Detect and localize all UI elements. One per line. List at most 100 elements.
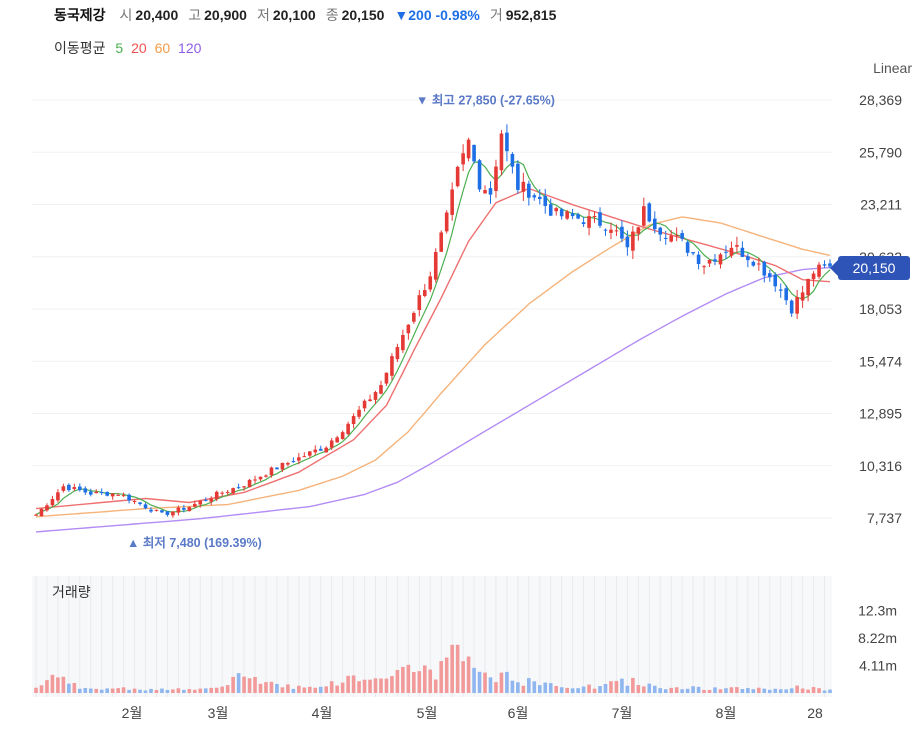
candle-body	[691, 252, 695, 254]
candle-body	[494, 166, 498, 191]
volume-bar	[247, 678, 252, 693]
candle-body	[384, 372, 389, 384]
candle-body	[800, 292, 805, 301]
candle-body	[455, 166, 460, 187]
candle-body	[127, 494, 131, 501]
price-tick-label: 18,053	[859, 301, 902, 317]
candle-body	[789, 300, 794, 314]
volume-bar	[187, 689, 192, 693]
candle-body	[176, 507, 181, 513]
ma-legend-5[interactable]: 5	[115, 40, 124, 56]
candle-body	[521, 181, 526, 192]
volume-bar	[762, 688, 767, 693]
candle-body	[149, 509, 153, 512]
candle-body	[313, 449, 318, 453]
volume-bar	[72, 682, 77, 693]
current-price-tag: 20,150	[830, 256, 910, 280]
change-value: ▼200 -0.98%	[394, 7, 480, 23]
candle-body	[258, 476, 263, 480]
candle-body	[422, 290, 427, 297]
time-tick-label: 28	[807, 705, 823, 721]
volume-bar	[729, 687, 734, 693]
candle-body	[587, 216, 591, 228]
price-tick-label: 28,369	[859, 92, 902, 108]
candle-body	[806, 278, 810, 296]
candle-body	[532, 195, 537, 198]
ma-legend-20[interactable]: 20	[131, 40, 147, 56]
volume-bar	[543, 682, 548, 693]
scale-type-toggle[interactable]: Linear	[873, 60, 912, 76]
candle-body	[685, 242, 690, 253]
volume-bar	[817, 688, 821, 693]
candle-body	[335, 437, 339, 443]
price-tick-label: 10,316	[859, 458, 902, 474]
ma-legend-120[interactable]: 120	[178, 40, 202, 56]
candle-body	[247, 479, 252, 488]
candle-body	[647, 203, 652, 222]
volume-bar	[702, 689, 706, 693]
candle-body	[746, 256, 750, 261]
candle-body	[735, 245, 739, 247]
candle-body	[269, 467, 274, 476]
ma20-line	[35, 187, 831, 510]
candle-body	[379, 385, 383, 394]
volume-bar	[214, 687, 219, 693]
volume-bar	[828, 689, 832, 693]
volume-bar	[313, 687, 318, 693]
volume-bar	[373, 678, 378, 693]
ma120-line	[35, 266, 831, 533]
volume-bar	[751, 689, 756, 693]
candle-body	[203, 499, 208, 501]
volume-bar	[99, 689, 104, 693]
volume-bar	[220, 686, 224, 693]
volume-bar	[182, 689, 186, 693]
volume-bar	[165, 689, 170, 693]
volume-bar	[110, 688, 115, 693]
volume-bar	[379, 678, 383, 693]
candle-body	[740, 247, 745, 257]
candle-body	[565, 211, 569, 219]
candle-body	[406, 324, 411, 334]
volume-bar	[652, 685, 657, 693]
volume-bar	[428, 669, 433, 693]
volume-tick-label: 8.22m	[858, 630, 897, 646]
volume-bar	[609, 681, 613, 693]
volume-bar	[735, 687, 739, 693]
candle-body	[340, 432, 345, 440]
volume-bar	[663, 689, 668, 693]
candle-body	[461, 153, 465, 165]
ma-legend-60[interactable]: 60	[154, 40, 171, 56]
volume-bars	[34, 644, 832, 693]
candle-body	[767, 273, 772, 278]
candle-body	[171, 511, 175, 516]
candle-body	[548, 204, 553, 216]
volume-bar	[598, 686, 602, 693]
candle-body	[83, 488, 88, 493]
volume-axis-labels: 12.3m 8.22m 4.11m	[858, 603, 897, 674]
candle-body	[428, 276, 433, 290]
candle-body	[209, 498, 214, 502]
candle-body	[50, 499, 55, 506]
volume-bar	[800, 688, 805, 693]
candle-body	[576, 214, 580, 219]
volume-bar	[253, 676, 257, 693]
volume-bar	[647, 683, 652, 693]
candle-body	[614, 230, 619, 232]
volume-bar	[680, 689, 684, 693]
volume-bar	[143, 690, 148, 693]
candle-body	[39, 508, 44, 517]
candle-body	[598, 212, 602, 226]
volume-bar	[193, 689, 197, 693]
price-tick-label: 15,474	[859, 353, 902, 369]
time-tick-label: 3월	[208, 705, 229, 721]
volume-bar	[329, 681, 334, 693]
ma-legend-title: 이동평균	[54, 40, 106, 56]
close-value: 20,150	[341, 7, 385, 23]
candle-body	[160, 510, 164, 513]
candle-body	[609, 229, 613, 233]
candle-body	[762, 261, 767, 276]
candle-body	[214, 491, 219, 500]
candle-body	[56, 492, 60, 501]
candlesticks	[34, 124, 832, 518]
